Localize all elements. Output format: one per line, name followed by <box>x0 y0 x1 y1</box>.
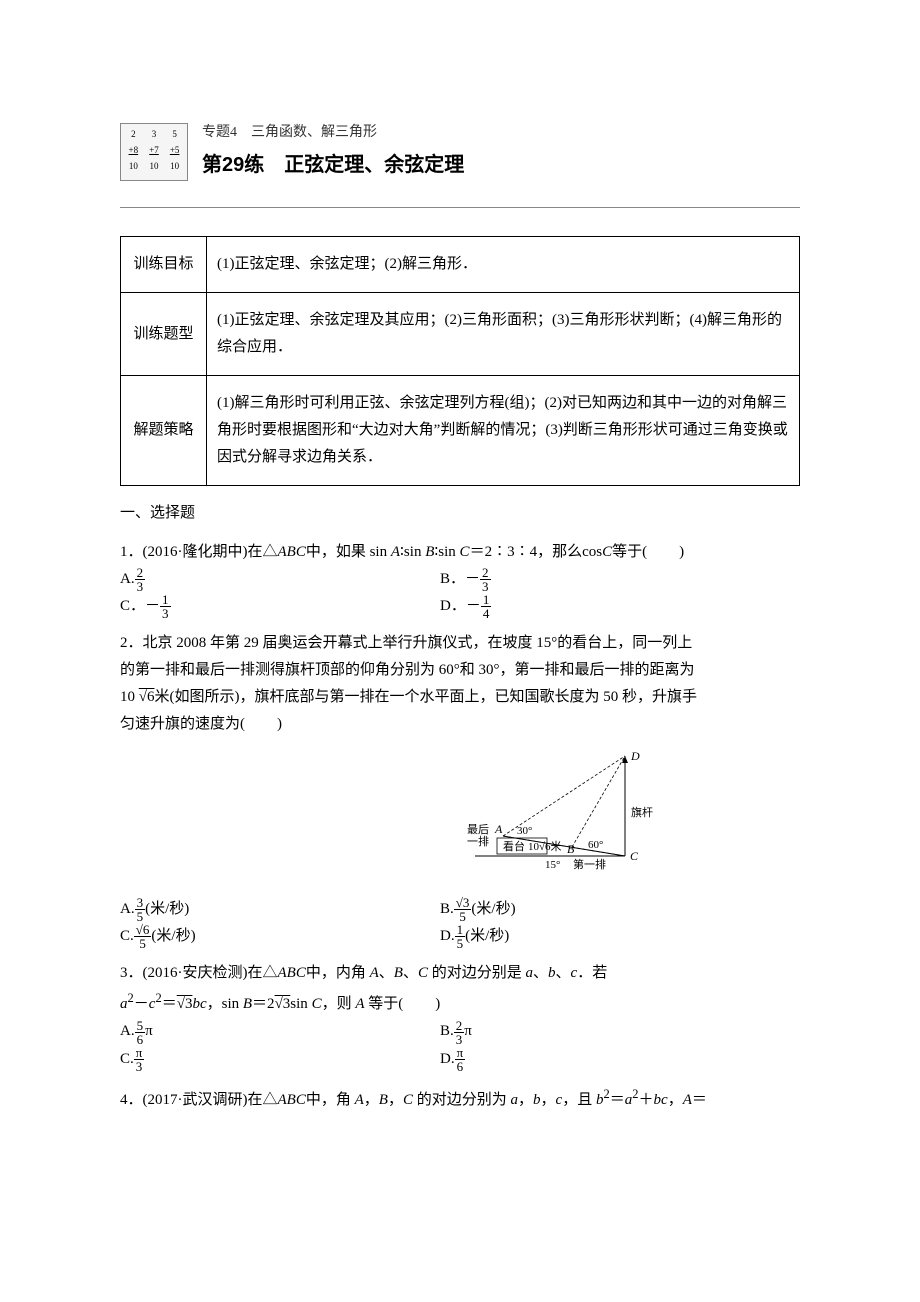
option-b: B．－23 <box>440 566 800 593</box>
svg-text:一排: 一排 <box>467 834 489 848</box>
option-c: C.√65(米/秒) <box>120 923 440 950</box>
svg-text:30°: 30° <box>517 825 532 837</box>
svg-text:C: C <box>630 849 639 863</box>
table-row: 训练题型 (1)正弦定理、余弦定理及其应用；(2)三角形面积；(3)三角形形状判… <box>121 293 800 376</box>
row-content: (1)解三角形时可利用正弦、余弦定理列方程(组)；(2)对已知两边和其中一边的对… <box>207 376 800 486</box>
topic-label: 专题4 三角函数、解三角形 <box>202 120 800 145</box>
option-c: C.π3 <box>120 1046 440 1073</box>
question-2: 2．北京 2008 年第 29 届奥运会开幕式上举行升旗仪式，在坡度 15°的看… <box>120 630 800 950</box>
info-table: 训练目标 (1)正弦定理、余弦定理；(2)解三角形． 训练题型 (1)正弦定理、… <box>120 236 800 486</box>
svg-text:15°: 15° <box>545 859 560 871</box>
svg-text:最后: 最后 <box>467 823 489 836</box>
row-content: (1)正弦定理、余弦定理；(2)解三角形． <box>207 237 800 293</box>
row-content: (1)正弦定理、余弦定理及其应用；(2)三角形面积；(3)三角形形状判断；(4)… <box>207 293 800 376</box>
header-divider <box>120 207 800 208</box>
table-row: 训练目标 (1)正弦定理、余弦定理；(2)解三角形． <box>121 237 800 293</box>
header: 235 +8+7+5 101010 专题4 三角函数、解三角形 第29练 正弦定… <box>120 120 800 183</box>
svg-text:A: A <box>494 822 503 836</box>
table-row: 解题策略 (1)解三角形时可利用正弦、余弦定理列方程(组)；(2)对已知两边和其… <box>121 376 800 486</box>
svg-text:60°: 60° <box>588 839 603 851</box>
svg-text:看台: 看台 <box>503 839 525 853</box>
row-label: 训练题型 <box>121 293 207 376</box>
option-c: C．－13 <box>120 593 440 620</box>
svg-text:10√6米: 10√6米 <box>528 840 562 853</box>
option-d: D．－14 <box>440 593 800 620</box>
question-1: 1．(2016·隆化期中)在△ABC中，如果 sin A∶sin B∶sin C… <box>120 539 800 620</box>
math-sums-icon: 235 +8+7+5 101010 <box>120 123 188 181</box>
svg-text:D: D <box>630 749 640 763</box>
option-d: D.π6 <box>440 1046 800 1073</box>
svg-text:B: B <box>567 842 575 856</box>
option-a: A.23 <box>120 566 440 593</box>
question-3: 3．(2016·安庆检测)在△ABC中，内角 A、B、C 的对边分别是 a、b、… <box>120 960 800 1072</box>
svg-text:第一排: 第一排 <box>573 857 606 871</box>
page-title: 第29练 正弦定理、余弦定理 <box>202 147 800 183</box>
row-label: 解题策略 <box>121 376 207 486</box>
option-b: B.√35(米/秒) <box>440 896 800 923</box>
option-d: D.15(米/秒) <box>440 923 800 950</box>
flagpole-diagram: 最后 一排 看台 A 30° 10√6米 B 60° 15° 第一排 C 旗杆 … <box>330 748 800 888</box>
section-heading: 一、选择题 <box>120 500 800 527</box>
option-a: A.56π <box>120 1018 440 1045</box>
row-label: 训练目标 <box>121 237 207 293</box>
option-b: B.23π <box>440 1018 800 1045</box>
question-4: 4．(2017·武汉调研)在△ABC中，角 A，B，C 的对边分别为 a，b，c… <box>120 1083 800 1114</box>
option-a: A.35(米/秒) <box>120 896 440 923</box>
svg-text:旗杆: 旗杆 <box>631 805 653 819</box>
